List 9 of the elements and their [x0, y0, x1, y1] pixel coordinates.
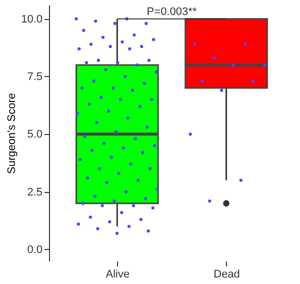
y-tick-label: 7.5: [27, 70, 42, 83]
y-tick-label: 2.5: [27, 186, 42, 198]
y-tick-label: 10.0: [21, 13, 42, 26]
y-tick-label: 5.0: [27, 128, 42, 141]
annotation: P=0.003**: [146, 6, 198, 18]
y-axis-title: Surgeon's Score: [6, 93, 18, 174]
x-tick-label: Dead: [214, 268, 240, 280]
x-tick-label: Alive: [106, 268, 130, 280]
y-tick-label: 0.0: [27, 244, 42, 256]
